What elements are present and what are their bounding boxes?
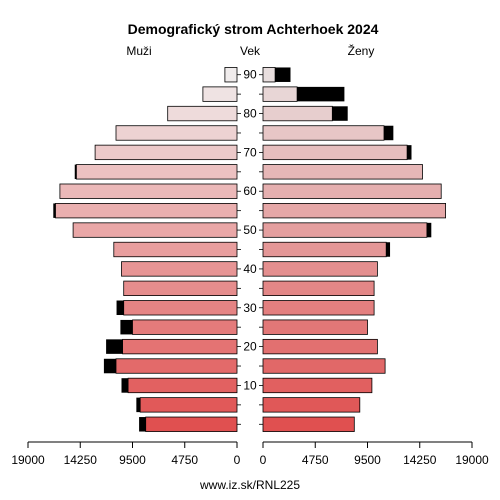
women-x-axis: 0 4750 9500 14250 19000 bbox=[260, 441, 489, 467]
age-tick-label-40: 40 bbox=[243, 262, 257, 276]
men-bar-35-39 bbox=[123, 280, 238, 296]
footer-url: www.iz.sk/RNL225 bbox=[199, 478, 300, 492]
women-bars bbox=[262, 67, 447, 432]
women-x-tick-label-0: 0 bbox=[260, 453, 267, 467]
men-bar-45-49 bbox=[113, 241, 238, 258]
men-excess-bar-20-24 bbox=[106, 339, 123, 354]
age-tick-label-60: 60 bbox=[243, 184, 257, 198]
men-bar-80-84 bbox=[167, 105, 238, 122]
women-bar-35-39 bbox=[262, 280, 375, 296]
women-bar-25-29 bbox=[262, 319, 368, 335]
men-bars bbox=[53, 67, 238, 432]
age-tick-label-90: 90 bbox=[243, 68, 257, 82]
men-excess-bar-65-69 bbox=[74, 164, 77, 180]
men-excess-bar-0-4 bbox=[139, 417, 146, 432]
women-bar-50-54 bbox=[262, 222, 428, 238]
women-bar-30-34 bbox=[262, 300, 375, 316]
age-tick-label-10: 10 bbox=[243, 378, 257, 392]
men-bar-50-54 bbox=[72, 222, 238, 238]
chart-title: Demografický strom Achterhoek 2024 bbox=[128, 21, 379, 37]
men-bar-5-9 bbox=[139, 397, 238, 413]
women-bar-40-44 bbox=[262, 261, 378, 277]
age-axis-label: Vek bbox=[240, 44, 261, 58]
women-bar-90+ bbox=[262, 67, 276, 83]
men-x-axis: 19000 14250 9500 4750 0 bbox=[11, 441, 241, 467]
women-excess-bar-85-89 bbox=[297, 86, 345, 102]
women-bar-65-69 bbox=[262, 164, 423, 180]
men-x-tick-label-9500: 9500 bbox=[119, 453, 146, 467]
women-bar-55-59 bbox=[262, 203, 447, 219]
men-bar-15-19 bbox=[115, 358, 238, 374]
men-label: Muži bbox=[126, 44, 151, 58]
women-bar-20-24 bbox=[262, 338, 378, 355]
women-bar-0-4 bbox=[262, 416, 355, 432]
men-bar-85-89 bbox=[202, 86, 238, 102]
men-bar-0-4 bbox=[145, 416, 238, 432]
men-bar-55-59 bbox=[55, 203, 238, 219]
men-bar-70-74 bbox=[94, 144, 238, 161]
women-excess-bar-45-49 bbox=[386, 242, 391, 257]
men-bar-60-64 bbox=[59, 183, 238, 199]
age-axis: 10 20 30 40 50 60 70 80 90 bbox=[237, 68, 263, 425]
women-bar-80-84 bbox=[262, 105, 333, 122]
women-excess-bar-90+ bbox=[275, 67, 291, 82]
men-bar-65-69 bbox=[76, 164, 238, 180]
women-label: Ženy bbox=[348, 43, 375, 58]
women-excess-bar-80-84 bbox=[332, 106, 348, 121]
women-bar-75-79 bbox=[262, 125, 385, 141]
women-bar-10-14 bbox=[262, 377, 373, 394]
men-bar-40-44 bbox=[121, 261, 238, 277]
women-excess-bar-70-74 bbox=[407, 145, 412, 160]
women-x-tick-label-19000: 19000 bbox=[455, 453, 489, 467]
men-bar-10-14 bbox=[127, 377, 238, 394]
men-excess-bar-5-9 bbox=[136, 397, 141, 413]
age-tick-label-70: 70 bbox=[243, 145, 257, 159]
men-x-tick-label-4750: 4750 bbox=[171, 453, 198, 467]
men-bar-90+ bbox=[224, 67, 238, 83]
men-excess-bar-10-14 bbox=[121, 378, 129, 393]
age-tick-label-50: 50 bbox=[243, 223, 257, 237]
women-excess-bar-50-54 bbox=[426, 222, 432, 238]
age-tick-label-30: 30 bbox=[243, 301, 257, 315]
men-bar-25-29 bbox=[132, 319, 238, 335]
men-excess-bar-15-19 bbox=[103, 358, 116, 374]
women-bar-85-89 bbox=[262, 86, 298, 102]
women-bar-45-49 bbox=[262, 241, 387, 258]
age-tick-label-80: 80 bbox=[243, 107, 257, 121]
women-x-tick-label-9500: 9500 bbox=[354, 453, 381, 467]
men-x-tick-label-0: 0 bbox=[234, 453, 241, 467]
women-x-tick-label-14250: 14250 bbox=[403, 453, 437, 467]
men-excess-bar-55-59 bbox=[53, 203, 56, 218]
men-excess-bar-30-34 bbox=[116, 300, 124, 316]
men-x-tick-label-14250: 14250 bbox=[64, 453, 98, 467]
men-x-tick-label-19000: 19000 bbox=[11, 453, 45, 467]
men-bar-30-34 bbox=[123, 300, 238, 316]
women-bar-60-64 bbox=[262, 183, 442, 199]
women-excess-bar-75-79 bbox=[384, 125, 394, 141]
men-bar-20-24 bbox=[122, 338, 238, 355]
men-bar-75-79 bbox=[115, 125, 238, 141]
women-bar-15-19 bbox=[262, 358, 386, 374]
men-excess-bar-25-29 bbox=[120, 319, 133, 335]
women-bar-5-9 bbox=[262, 397, 361, 413]
women-bar-70-74 bbox=[262, 144, 408, 161]
women-x-tick-label-4750: 4750 bbox=[302, 453, 329, 467]
age-tick-label-20: 20 bbox=[243, 340, 257, 354]
